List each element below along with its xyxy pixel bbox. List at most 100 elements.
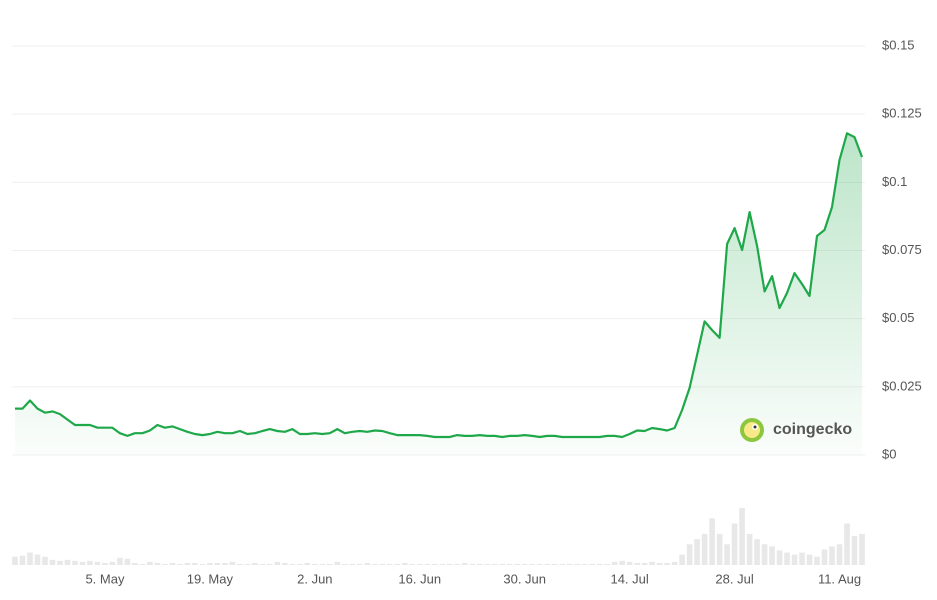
x-tick-label: 28. Jul [715,571,753,586]
volume-bar [634,562,640,565]
volume-bar [169,562,176,565]
volume-bar [27,552,33,565]
volume-bar [34,554,41,565]
volume-bar [19,555,26,565]
volume-bar [821,549,828,565]
x-tick-label: 16. Jun [398,571,441,586]
volume-bar [694,539,700,565]
volume-bar [117,557,123,565]
volume-bar [679,554,685,565]
volume-bar [416,563,423,565]
volume-bar [671,561,678,565]
volume-bar [529,563,536,565]
volume-bar [784,552,790,565]
volume-bar [799,552,805,565]
y-tick-label: $0 [882,446,896,461]
volume-bar [304,562,311,565]
volume-bar [147,561,153,565]
volume-bar [619,560,625,565]
volume-bar [641,562,648,565]
volume-bar [746,533,753,565]
volume-bar [409,563,416,565]
volume-bar [12,556,18,565]
volume-bar [806,554,813,565]
y-tick-label: $0.075 [882,242,922,257]
volume-bar [701,533,708,565]
volume-bar [386,563,393,565]
volume-bar [551,563,558,565]
volume-bar [829,546,835,565]
volume-bar [87,560,93,565]
y-tick-label: $0.15 [882,37,915,52]
volume-bar [506,563,513,565]
volume-bar [297,563,303,565]
volume-bar [229,561,236,565]
volume-bar [656,562,663,565]
volume-bar [132,562,138,565]
volume-bar [184,562,191,565]
volume-bar [312,563,318,565]
volume-bar [491,563,498,565]
volume-bar [237,563,243,565]
price-line [15,132,864,439]
volume-bar [454,563,461,565]
volume-bar [79,561,86,565]
volume-bar [102,562,108,565]
volume-bar [371,563,378,565]
volume-bar [244,563,251,565]
volume-bar [604,563,610,565]
volume-bar [544,563,550,565]
volume-bar [559,563,565,565]
volume-bar [289,563,296,565]
volume-bar [791,554,798,565]
volume-bar [109,561,116,565]
volume-bar [199,563,206,565]
volume-bar [844,523,850,565]
volume-bar [214,562,221,565]
x-tick-label: 5. May [85,571,125,586]
volume-bar [686,544,693,565]
volume-bar [731,523,738,565]
volume-bar [267,563,273,565]
volume-bar [327,563,333,565]
volume-bar [207,562,213,565]
volume-bar [49,559,56,565]
volume-bar [192,562,198,565]
volume-bar [716,533,723,565]
x-tick-label: 30. Jun [503,571,546,586]
area [15,133,862,456]
volume-bar [446,563,453,565]
volume-bar [739,508,745,565]
y-tick-label: $0.025 [882,378,922,393]
volume-bar [469,563,476,565]
volume-bar [341,563,348,565]
y-tick-label: $0.1 [882,174,907,189]
volume-bar [484,563,491,565]
volume-bar [282,562,288,565]
volume-bar [252,562,258,565]
volume-bar [814,556,820,565]
y-tick-label: $0.05 [882,310,915,325]
volume-bar [356,563,363,565]
volume-bar [139,563,146,565]
volume-bar [836,544,843,565]
watermark: coingecko [773,421,852,438]
x-tick-label: 11. Aug [818,571,861,586]
volume-bar [566,563,573,565]
volume-bar [664,562,670,565]
volume-bar [709,518,715,565]
volume-bar [72,560,78,565]
volume-bar [274,561,281,565]
volume-bar [581,563,588,565]
volume-bar [424,563,431,565]
volume-bar [574,563,580,565]
volume-bar [521,563,528,565]
volume-bar [724,544,730,565]
volume-bar [57,560,63,565]
watermark-logo [740,418,764,442]
volume-bar [589,563,595,565]
volume-bar [401,562,408,565]
volume-bar [769,546,775,565]
